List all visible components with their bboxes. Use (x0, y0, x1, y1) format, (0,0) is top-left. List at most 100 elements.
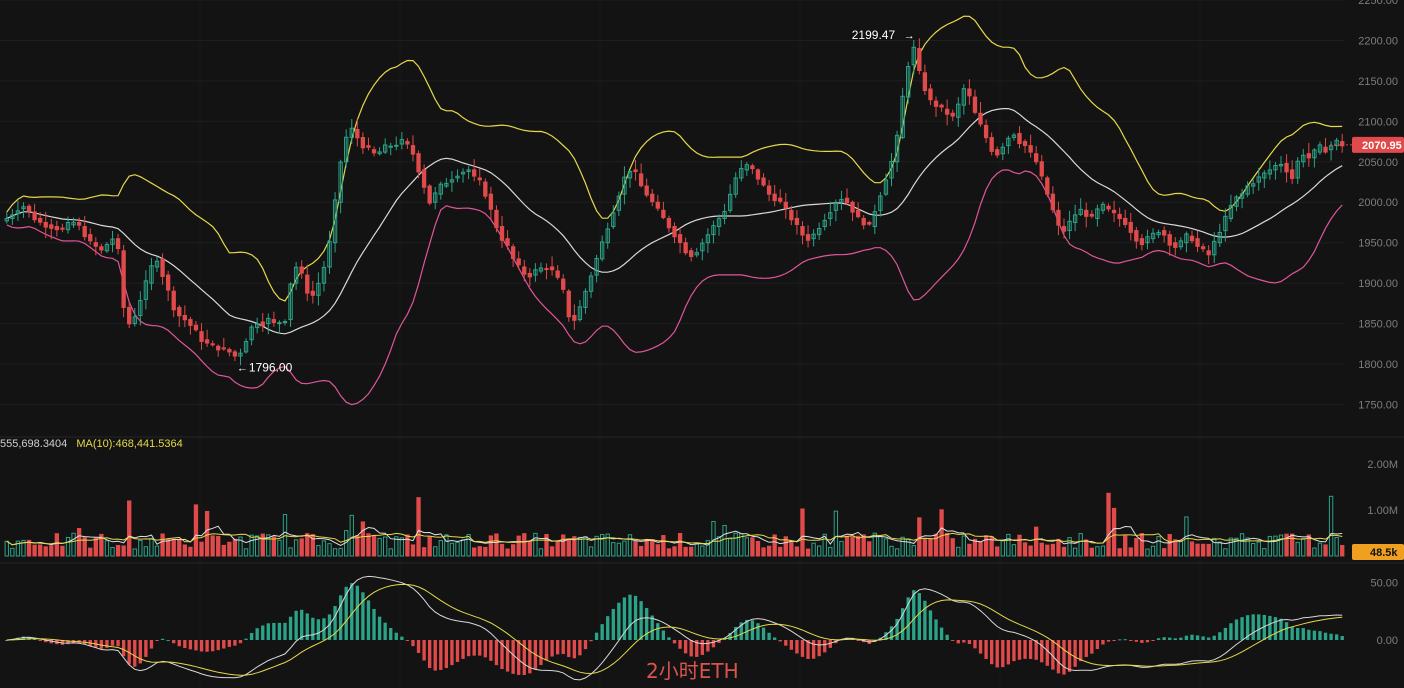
candle-body (182, 315, 188, 321)
candle-body (310, 290, 315, 296)
macd-bar (489, 640, 493, 661)
price-tick-label: 1750.00 (1358, 399, 1398, 411)
macd-bar (1184, 635, 1189, 640)
candle-body (115, 238, 121, 250)
volume-bar (466, 534, 471, 557)
macd-bar (600, 624, 604, 640)
candle-body (88, 234, 93, 242)
candle-body (572, 315, 577, 321)
macd-bar (455, 640, 460, 662)
macd-bar (60, 640, 65, 645)
candle-body (1334, 139, 1339, 147)
macd-bar (923, 600, 927, 640)
volume-bar (499, 543, 505, 557)
candle-body (778, 197, 783, 202)
volume-bar (483, 546, 488, 557)
macd-bar (578, 640, 582, 656)
macd-bar (316, 619, 321, 640)
macd-bar (917, 593, 921, 640)
volume-bar (82, 537, 87, 557)
volume-bar (772, 534, 777, 557)
volume-bar (60, 545, 65, 557)
macd-bar (889, 626, 894, 640)
price-tick-label: 2000.00 (1358, 197, 1398, 209)
volume-bar (672, 546, 677, 557)
volume-bar (549, 546, 555, 557)
volume-bar (76, 528, 82, 557)
volume-bar (199, 541, 204, 557)
volume-bar (599, 534, 605, 557)
candle-body (193, 324, 199, 331)
macd-bar (555, 640, 560, 655)
volume-bar (460, 539, 466, 557)
macd-bar (361, 592, 365, 640)
volume-bar (49, 545, 54, 557)
volume-bar (555, 540, 560, 557)
candle-body (249, 326, 254, 341)
volume-bar (327, 543, 332, 557)
macd-bar (400, 636, 404, 640)
candle-body (1195, 238, 1200, 247)
volume-bar (995, 546, 1000, 557)
candle-body (288, 283, 293, 321)
macd-bar (322, 618, 326, 640)
volume-bar (638, 545, 644, 557)
macd-bar (49, 640, 53, 644)
candle-body (622, 176, 627, 195)
macd-bar (1123, 639, 1127, 641)
volume-bar (282, 514, 288, 557)
candle-body (499, 226, 505, 241)
candle-body (1156, 231, 1161, 236)
candle-body (1284, 162, 1289, 173)
candle-body (143, 280, 149, 300)
candle-body (1111, 209, 1117, 214)
macd-bar (1156, 638, 1161, 640)
volume-bar (716, 536, 722, 557)
high-price-label: 2199.47 (852, 28, 896, 42)
candle-body (577, 306, 583, 321)
chart-title-watermark: 2小时ETH (646, 659, 739, 683)
candle-body (689, 250, 694, 258)
macd-bar (277, 622, 282, 640)
volume-bar (1189, 541, 1195, 557)
macd-bar (1212, 635, 1216, 640)
candle-body (1273, 165, 1278, 171)
macd-bar (1340, 636, 1344, 640)
volume-bar (26, 539, 32, 557)
candle-body (972, 96, 978, 113)
candle-body (744, 164, 750, 171)
volume-bar (288, 547, 293, 557)
volume-bar (444, 534, 449, 557)
volume-bar (594, 535, 599, 557)
macd-bar (1140, 640, 1144, 643)
candle-body (1150, 232, 1156, 240)
volume-bar (1011, 544, 1017, 557)
macd-bar (934, 619, 938, 640)
candle-body (1178, 240, 1184, 248)
volume-bar (683, 546, 688, 557)
volume-bar (132, 548, 137, 557)
candle-body (1145, 236, 1150, 244)
volume-bar (249, 534, 254, 557)
macd-bar (1145, 640, 1150, 643)
macd-bar (472, 640, 476, 656)
candle-body (188, 319, 193, 326)
candle-body (4, 217, 9, 222)
candle-body (204, 339, 210, 344)
candle-body (433, 192, 438, 203)
macd-bar (411, 640, 415, 647)
macd-bar (711, 640, 716, 648)
volume-bar (944, 532, 950, 557)
candle-body (683, 242, 688, 254)
volume-bar (1034, 526, 1039, 557)
candle-body (1245, 185, 1250, 195)
volume-bar (1006, 533, 1011, 557)
volume-bar (332, 548, 338, 557)
candle-body (366, 145, 371, 148)
macd-bar (628, 594, 632, 640)
volume-bar (1139, 533, 1145, 557)
current-volume-text: 48.5k (1370, 547, 1398, 559)
volume-bar (533, 532, 538, 557)
macd-bar (483, 640, 487, 658)
candle-body (828, 212, 833, 219)
